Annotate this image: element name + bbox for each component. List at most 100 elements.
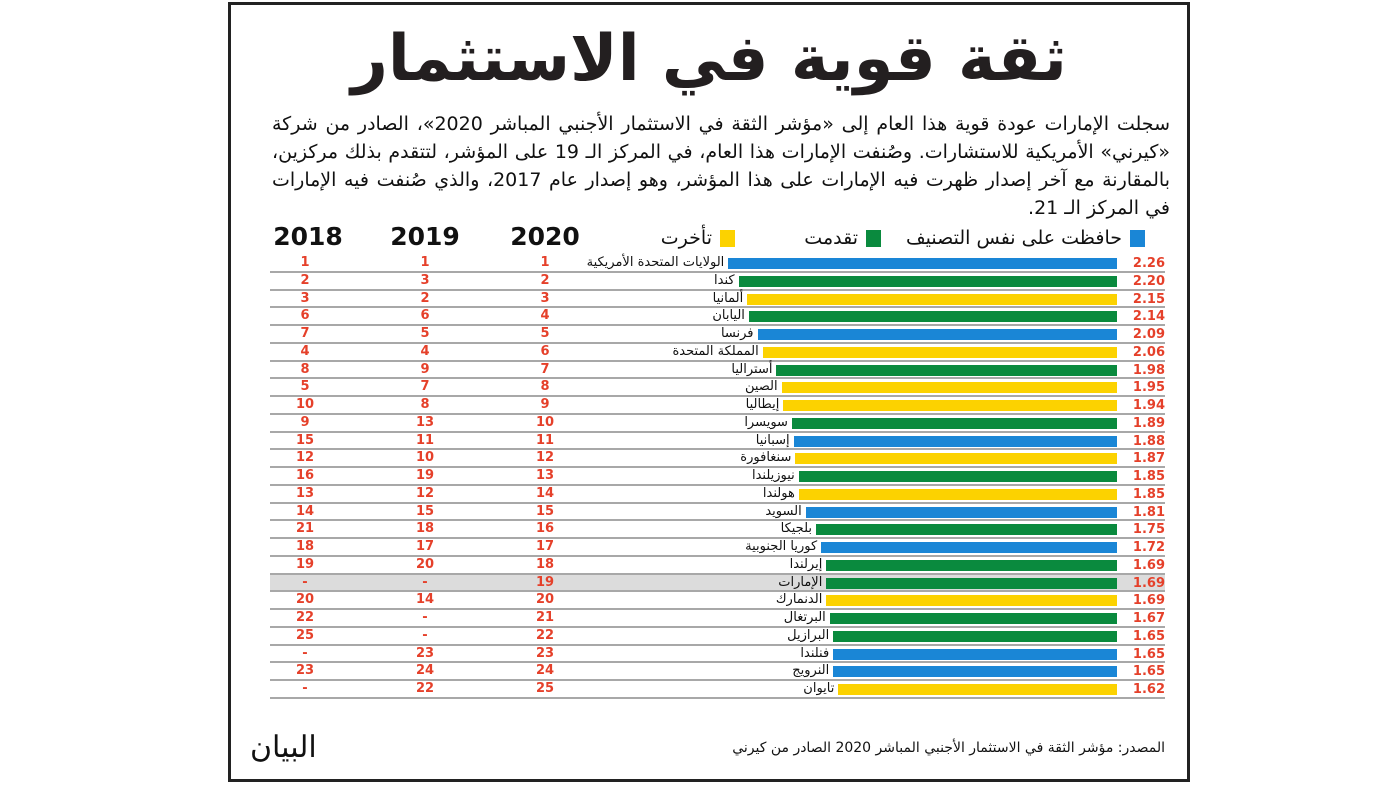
table-row: 8 9 7 أستراليا 1.98 bbox=[270, 362, 1165, 380]
value-label: 1.81 bbox=[1132, 504, 1165, 520]
table-row: 20 14 20 الدنمارك 1.69 bbox=[270, 592, 1165, 610]
table-row: - - 19 الإمارات 1.69 bbox=[270, 574, 1165, 593]
table-row: 3 2 3 ألمانيا 2.15 bbox=[270, 291, 1165, 309]
source-note: المصدر: مؤشر الثقة في الاستثمار الأجنبي … bbox=[732, 740, 1165, 756]
country-label: الصين bbox=[744, 379, 778, 395]
rank-2019: 7 bbox=[420, 379, 430, 395]
rank-2020: 24 bbox=[535, 663, 555, 679]
country-label: نيوزيلندا bbox=[751, 468, 795, 483]
rank-2019: - bbox=[422, 610, 428, 625]
value-label: 1.85 bbox=[1132, 486, 1165, 502]
legend-label: تقدمت bbox=[804, 227, 858, 249]
country-label: اليابان bbox=[712, 308, 745, 324]
rank-2019: 11 bbox=[415, 432, 435, 448]
country-label: فرنسا bbox=[720, 326, 754, 341]
table-row: 14 15 15 السويد 1.81 bbox=[270, 504, 1165, 522]
bar bbox=[833, 648, 1117, 660]
value-label: 2.14 bbox=[1132, 309, 1165, 325]
albayan-logo: البيان bbox=[250, 730, 317, 765]
bar bbox=[793, 435, 1117, 447]
bar bbox=[762, 346, 1117, 358]
rank-2020: 14 bbox=[535, 485, 555, 501]
bar bbox=[833, 630, 1117, 642]
bar bbox=[805, 506, 1117, 518]
rank-2019: 23 bbox=[415, 645, 435, 661]
rank-2018: 7 bbox=[300, 326, 310, 341]
bar bbox=[838, 684, 1117, 695]
rank-2018: 3 bbox=[300, 290, 310, 306]
country-label: إيطاليا bbox=[745, 397, 780, 412]
bar bbox=[738, 275, 1117, 287]
rank-2018: 10 bbox=[295, 397, 315, 412]
rank-2020: 25 bbox=[535, 681, 555, 696]
column-header-2018: 2018 bbox=[273, 222, 343, 251]
table-row: - 22 25 تايوان 1.62 bbox=[270, 681, 1165, 699]
rank-2020: 8 bbox=[540, 379, 550, 395]
value-label: 2.15 bbox=[1132, 291, 1165, 307]
rank-2018: - bbox=[302, 645, 308, 661]
rank-2019: 10 bbox=[415, 450, 435, 466]
value-label: 1.75 bbox=[1132, 522, 1165, 538]
bar bbox=[829, 613, 1117, 624]
table-row: 13 12 14 هولندا 1.85 bbox=[270, 486, 1165, 504]
table-row: 16 19 13 نيوزيلندا 1.85 bbox=[270, 468, 1165, 486]
country-label: السويد bbox=[765, 503, 802, 519]
table-row: 7 5 5 فرنسا 2.09 bbox=[270, 326, 1165, 344]
rank-2018: 18 bbox=[295, 539, 315, 554]
rank-2019: 19 bbox=[415, 468, 435, 483]
table-row: 19 20 18 إيرلندا 1.69 bbox=[270, 557, 1165, 575]
rank-2020: 23 bbox=[535, 645, 555, 661]
rank-2019: 2 bbox=[420, 290, 430, 306]
country-label: ألمانيا bbox=[712, 290, 744, 306]
legend-label: حافظت على نفس التصنيف bbox=[906, 227, 1122, 249]
country-label: إيرلندا bbox=[789, 556, 823, 572]
rank-2018: 21 bbox=[295, 521, 315, 537]
table-row: 21 18 16 بلجيكا 1.75 bbox=[270, 521, 1165, 539]
country-label: النرويج bbox=[792, 663, 830, 679]
legend-item-same: حافظت على نفس التصنيف bbox=[906, 226, 1145, 250]
value-label: 1.65 bbox=[1132, 646, 1165, 662]
rank-2018: 8 bbox=[300, 361, 310, 377]
rank-2020: 17 bbox=[535, 539, 555, 554]
value-label: 2.06 bbox=[1132, 344, 1165, 360]
rank-2019: 8 bbox=[420, 397, 430, 412]
rank-2018: 25 bbox=[295, 627, 315, 643]
table-row: - 23 23 فنلندا 1.65 bbox=[270, 646, 1165, 664]
rank-2018: 12 bbox=[295, 450, 315, 466]
bar bbox=[816, 524, 1117, 536]
rank-2019: 1 bbox=[420, 255, 430, 270]
country-label: المملكة المتحدة bbox=[672, 343, 759, 359]
rank-2020: 15 bbox=[535, 503, 555, 519]
bar bbox=[791, 417, 1117, 429]
bar bbox=[798, 471, 1117, 482]
infographic-frame bbox=[228, 2, 1190, 782]
value-label: 1.69 bbox=[1132, 575, 1165, 591]
rank-2018: - bbox=[302, 574, 308, 590]
country-label: سويسرا bbox=[744, 414, 788, 430]
country-label: سنغافورة bbox=[740, 450, 792, 466]
bar bbox=[826, 559, 1117, 571]
value-label: 1.62 bbox=[1132, 682, 1165, 697]
table-row: 4 4 6 المملكة المتحدة 2.06 bbox=[270, 344, 1165, 362]
rank-2018: 9 bbox=[300, 414, 310, 430]
rank-2020: 1 bbox=[540, 255, 550, 270]
rank-2020: 7 bbox=[540, 361, 550, 377]
ranking-table: 1 1 1 الولايات المتحدة الأمريكية 2.26 2 3 2 كندا… bbox=[270, 255, 1165, 705]
value-label: 2.20 bbox=[1132, 273, 1165, 289]
rank-2018: 5 bbox=[300, 379, 310, 395]
value-label: 1.88 bbox=[1132, 433, 1165, 449]
rank-2020: 19 bbox=[535, 574, 555, 590]
rank-2019: 5 bbox=[420, 326, 430, 341]
rank-2018: 15 bbox=[295, 432, 315, 448]
country-label: الدنمارك bbox=[775, 592, 823, 608]
rank-2020: 9 bbox=[540, 397, 550, 412]
rank-2020: 6 bbox=[540, 343, 550, 359]
rank-2020: 4 bbox=[540, 308, 550, 324]
value-label: 1.85 bbox=[1132, 469, 1165, 484]
rank-2020: 18 bbox=[535, 556, 555, 572]
rank-2019: 13 bbox=[415, 414, 435, 430]
rank-2019: 20 bbox=[415, 556, 435, 572]
legend-swatch-yellow bbox=[720, 229, 735, 247]
country-label: فنلندا bbox=[800, 645, 830, 661]
rank-2019: 24 bbox=[415, 663, 435, 679]
